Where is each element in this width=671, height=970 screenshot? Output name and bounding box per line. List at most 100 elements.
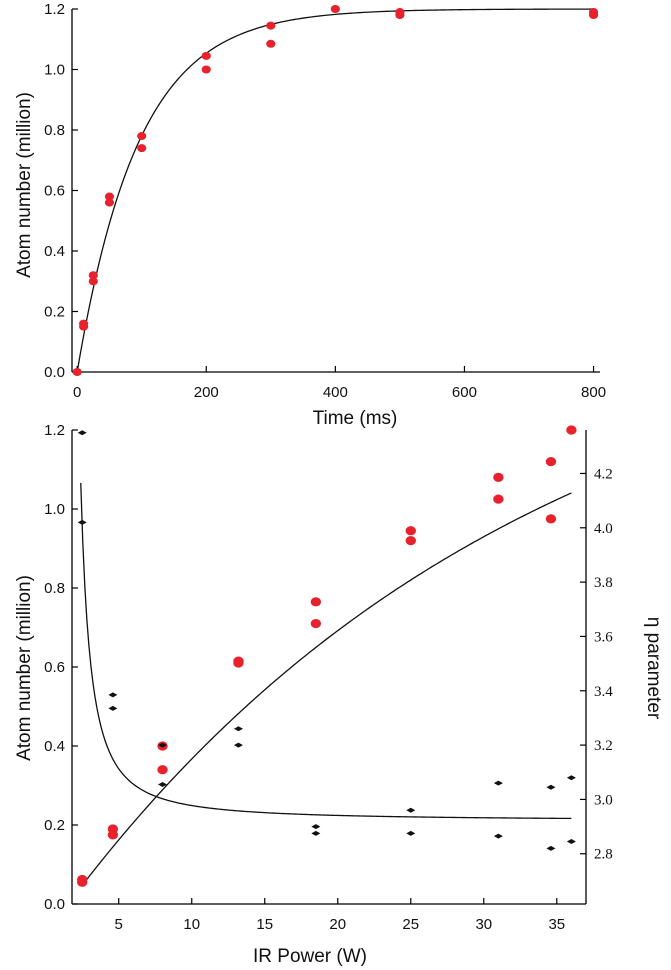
- top-data-points: [72, 5, 599, 376]
- eta-point: [566, 839, 576, 845]
- top-data-point: [395, 8, 405, 17]
- top-y-tick-label: 0.4: [44, 243, 65, 260]
- eta-point: [108, 692, 118, 698]
- top-data-point: [201, 65, 211, 74]
- top-y-tick-label: 0.0: [44, 364, 65, 381]
- bottom-x-tick-label: 10: [183, 916, 200, 933]
- bottom-y2-tick-label: 4.2: [594, 466, 613, 482]
- atom-number-point: [77, 874, 88, 885]
- atom-number-point: [157, 765, 168, 775]
- eta-point: [77, 430, 87, 436]
- atom-number-point: [310, 597, 322, 607]
- eta-point: [108, 705, 118, 711]
- top-fit-curve: [76, 8, 594, 373]
- top-data-point: [104, 192, 115, 201]
- bottom-y2-tick-label: 3.0: [594, 792, 613, 808]
- eta-point: [406, 830, 416, 836]
- top-y-ticks: 0.0 0.2 0.4 0.6 0.8 1.0 1.2: [44, 1, 78, 381]
- eta-point: [493, 780, 503, 786]
- top-x-tick-label: 400: [323, 384, 348, 401]
- top-y-axis-label: Atom number (million): [14, 92, 35, 278]
- eta-point: [158, 781, 168, 787]
- eta-point: [311, 830, 321, 836]
- top-data-point: [72, 368, 82, 376]
- atom-number-fit-curve: [81, 492, 572, 886]
- eta-point: [566, 775, 576, 781]
- atom-number-point: [405, 526, 416, 536]
- bottom-x-axis-label: IR Power (W): [253, 946, 367, 967]
- eta-point: [233, 726, 243, 732]
- power-dependence-chart: 5 10 15 20 25 30 35 0.0 0.2 0.4 0.6 0.8 1.0 1.2 2.8 3…: [14, 422, 664, 967]
- atom-number-point: [310, 618, 322, 629]
- bottom-y2-tick-label: 3.6: [594, 629, 613, 645]
- bottom-y2-tick-label: 2.8: [594, 847, 613, 863]
- bottom-y-tick-label: 1.2: [44, 422, 65, 439]
- top-y-tick-label: 0.6: [44, 183, 65, 200]
- eta-point: [311, 824, 321, 830]
- bottom-y2-ticks: 2.8 3.0 3.2 3.4 3.6 3.8 4.0 4.2: [580, 466, 613, 863]
- top-data-point: [588, 8, 599, 17]
- top-data-point: [104, 198, 115, 207]
- bottom-axes: [71, 430, 587, 905]
- top-data-point: [266, 39, 276, 48]
- top-data-point: [266, 21, 276, 30]
- bottom-y-ticks: 0.0 0.2 0.4 0.6 0.8 1.0 1.2: [44, 422, 78, 913]
- atom-number-point: [493, 472, 504, 482]
- bottom-x-tick-label: 20: [329, 916, 346, 933]
- top-data-point: [88, 271, 98, 280]
- top-data-point: [330, 5, 340, 13]
- bottom-x-tick-label: 15: [256, 916, 273, 933]
- top-x-tick-label: 800: [581, 384, 606, 401]
- eta-points: [77, 430, 576, 851]
- bottom-x-tick-label: 5: [115, 916, 123, 933]
- eta-fit-curve: [80, 482, 572, 820]
- bottom-y-tick-label: 0.0: [44, 896, 65, 913]
- top-x-ticks: 0 200 400 600 800: [73, 366, 606, 401]
- bottom-y-tick-label: 0.4: [44, 738, 65, 755]
- eta-point: [546, 845, 556, 851]
- bottom-y-tick-label: 0.8: [44, 580, 65, 597]
- top-data-point: [137, 132, 147, 141]
- bottom-y-axis-label: Atom number (million): [14, 575, 35, 761]
- atom-number-point: [545, 457, 557, 467]
- atom-number-point: [107, 824, 119, 834]
- bottom-y-tick-label: 0.6: [44, 659, 65, 676]
- top-x-tick-label: 600: [452, 384, 477, 401]
- bottom-x-tick-label: 30: [475, 916, 492, 933]
- eta-point: [77, 519, 87, 525]
- top-y-tick-label: 1.0: [44, 62, 65, 79]
- bottom-y2-tick-label: 4.0: [594, 521, 613, 537]
- bottom-x-tick-label: 35: [548, 916, 565, 933]
- bottom-y2-axis-label: η parameter: [643, 617, 664, 720]
- atom-number-points: [77, 425, 577, 887]
- top-data-point: [137, 144, 147, 153]
- top-y-tick-label: 0.8: [44, 122, 65, 139]
- bottom-y2-tick-label: 3.8: [594, 575, 613, 591]
- bottom-y-tick-label: 0.2: [44, 817, 65, 834]
- time-loading-chart: 0 200 400 600 800 0.0 0.2 0.4 0.6 0.8 1.0 1.2 Time…: [14, 1, 606, 429]
- bottom-y2-tick-label: 3.4: [594, 684, 613, 700]
- atom-number-point: [493, 494, 504, 504]
- top-x-tick-label: 200: [194, 384, 219, 401]
- top-axes: [71, 9, 600, 373]
- top-x-tick-label: 0: [73, 384, 81, 401]
- top-x-axis-label: Time (ms): [313, 408, 398, 429]
- bottom-x-ticks: 5 10 15 20 25 30 35: [115, 898, 565, 933]
- eta-point: [406, 807, 416, 813]
- eta-point: [546, 784, 556, 790]
- top-y-tick-label: 0.2: [44, 304, 65, 321]
- top-data-point: [201, 51, 211, 60]
- top-y-tick-label: 1.2: [44, 1, 65, 18]
- atom-number-point: [545, 514, 557, 524]
- atom-number-point: [566, 425, 577, 435]
- atom-number-point: [233, 656, 244, 666]
- bottom-y-tick-label: 1.0: [44, 501, 65, 518]
- eta-point: [493, 833, 503, 839]
- bottom-x-tick-label: 25: [402, 916, 419, 933]
- eta-point: [158, 742, 168, 748]
- top-data-point: [88, 277, 98, 286]
- eta-point: [233, 742, 243, 748]
- bottom-y2-tick-label: 3.2: [594, 738, 613, 754]
- atom-number-point: [405, 536, 416, 546]
